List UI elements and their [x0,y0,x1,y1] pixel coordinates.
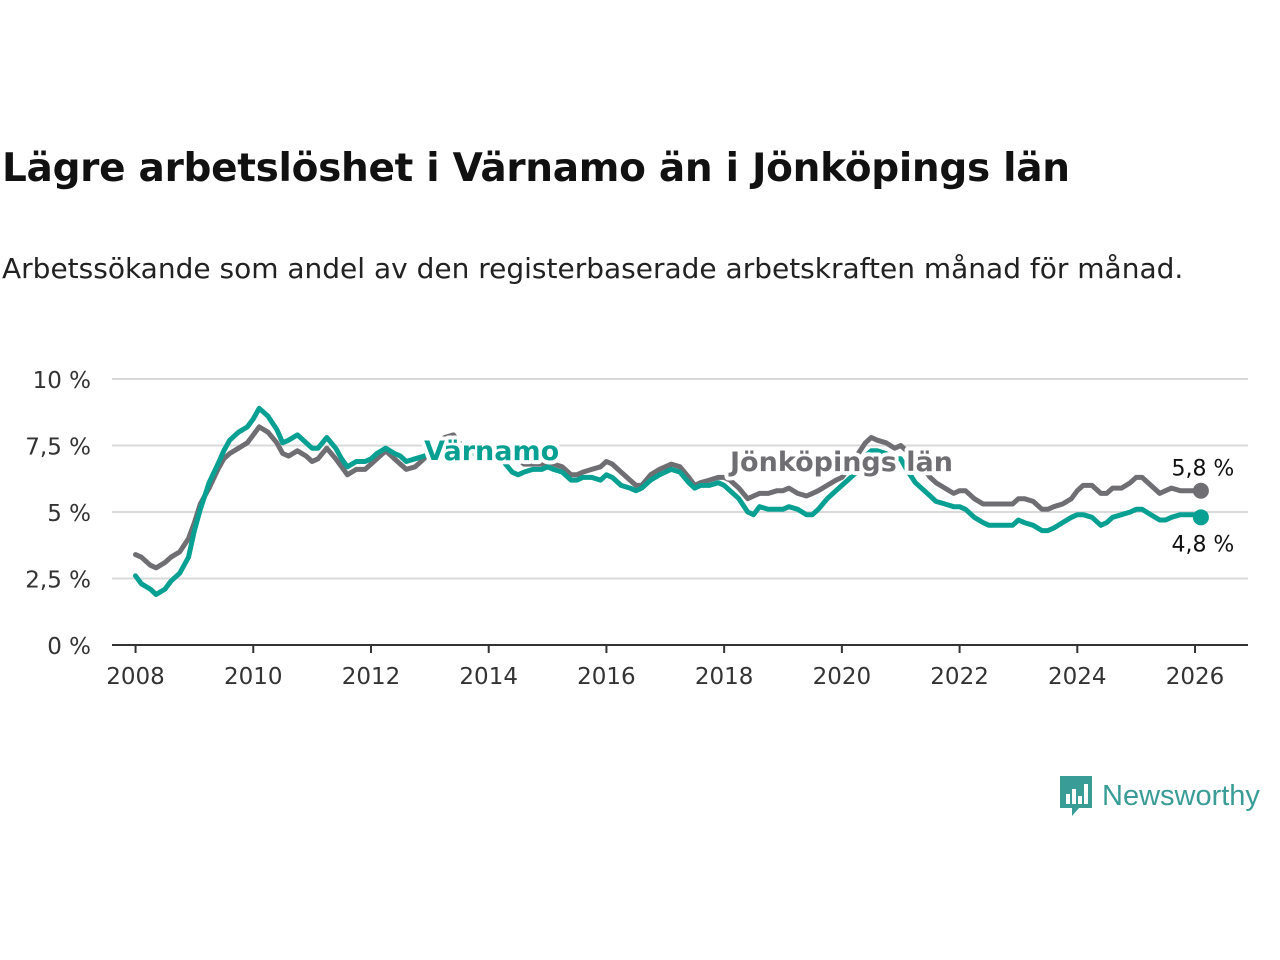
series-endpoint-v-rnamo [1192,509,1209,526]
chart-subtitle: Arbetssökande som andel av den registerb… [2,252,1184,285]
x-tick-label: 2020 [813,664,872,690]
series-label-jonkopings-lan: Jönköpings län [728,447,953,478]
newsworthy-icon [1060,776,1092,816]
x-tick-label: 2026 [1166,664,1225,690]
series-line-j-nk-pings-l-n [133,424,1204,571]
x-tick-label: 2014 [459,664,518,690]
y-tick-label: 7,5 % [25,435,91,461]
series-line-v-rnamo [133,405,1204,597]
x-tick-label: 2008 [106,664,165,690]
x-tick-label: 2018 [695,664,754,690]
end-label-varnamo: 4,8 % [1171,532,1234,557]
end-label-jonkopings-lan: 5,8 % [1171,457,1234,482]
x-tick-label: 2016 [577,664,636,690]
series-group [133,405,1209,597]
series-endpoint-j-nk-pings-l-n [1192,482,1209,499]
newsworthy-logo: Newsworthy [1058,774,1260,818]
x-tick-label: 2010 [224,664,283,690]
y-tick-label: 5 % [47,501,91,527]
y-tick-label: 10 % [33,368,91,394]
x-tick-label: 2022 [930,664,989,690]
series-label-varnamo-halo: Värnamo [424,436,559,467]
y-tick-label: 0 % [47,634,91,660]
logo-text: Newsworthy [1102,779,1260,812]
series-label-jonkopings-lan-halo: Jönköpings län [728,447,953,478]
x-tick-label: 2012 [342,664,401,690]
x-tick-label: 2024 [1048,664,1107,690]
series-label-varnamo: Värnamo [424,436,559,467]
chart-title: Lägre arbetslöshet i Värnamo än i Jönköp… [2,146,1070,191]
gridlines [112,378,1248,580]
y-tick-label: 2,5 % [25,568,91,594]
axes: 0 % 2,5 % 5 % 7,5 % 10 % 2008 2010 2012 2014 2016… [25,368,1248,690]
